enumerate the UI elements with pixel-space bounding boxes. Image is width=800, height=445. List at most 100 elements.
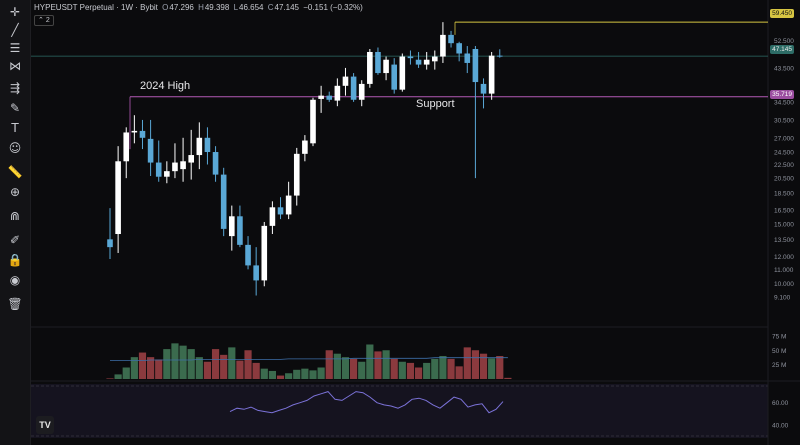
candle-body	[358, 83, 365, 100]
trend-line-icon[interactable]: ╱	[11, 23, 19, 37]
volume-bar	[203, 361, 212, 379]
interval-label[interactable]: 1W	[121, 3, 133, 12]
volume-bar	[325, 350, 333, 379]
rsi-tick-label: 40.00	[772, 422, 789, 429]
candle-body	[277, 207, 284, 215]
volume-tick-label: 25 M	[772, 362, 786, 369]
price-tick-label: 10.000	[774, 281, 794, 288]
volume-bar	[244, 350, 252, 379]
volume-bar	[374, 351, 382, 379]
volume-bar	[341, 357, 350, 379]
candle-body	[204, 137, 211, 153]
volume-bar	[447, 358, 455, 379]
open-value: 47.296	[169, 3, 194, 12]
fib-retracement-icon[interactable]: ☰	[9, 41, 21, 55]
price-tick-label: 20.500	[774, 176, 794, 183]
top-level-badge: 59.450	[770, 9, 794, 18]
volume-bar	[350, 358, 358, 379]
volume-bar	[236, 360, 244, 379]
price-tick-label: 16.500	[774, 207, 794, 214]
candle-body	[188, 155, 194, 163]
candle-body	[367, 51, 373, 84]
volume-bar	[301, 368, 309, 379]
tradingview-logo[interactable]: TV	[36, 416, 54, 434]
symbol-name[interactable]: HYPEUSDT Perpetual	[34, 3, 114, 12]
indicators-toggle[interactable]: ⌃ 2	[34, 15, 54, 26]
price-tick-label: 22.500	[774, 162, 794, 169]
volume-bar	[366, 344, 374, 379]
volume-bar	[147, 357, 155, 379]
volume-bar	[398, 361, 406, 379]
volume-bar	[285, 373, 293, 379]
symbol-legend[interactable]: HYPEUSDT Perpetual · 1W · Bybit O47.296 …	[34, 3, 363, 12]
candle-body	[155, 162, 162, 177]
candle-body	[115, 161, 121, 235]
candle-body	[334, 85, 341, 101]
volume-bar	[479, 353, 488, 379]
candle-body	[496, 55, 503, 57]
candle-body	[229, 216, 235, 237]
price-tick-label: 9.100	[774, 295, 791, 302]
eye-icon[interactable]: ◉	[9, 273, 21, 287]
candle-body	[139, 130, 146, 138]
volume-bar	[333, 353, 341, 379]
price-tick-label: 24.500	[774, 150, 794, 157]
candle-body	[123, 132, 130, 162]
volume-bar	[138, 352, 147, 379]
lock-drawings-icon[interactable]: ✐	[9, 233, 21, 247]
price-tick-label: 12.000	[774, 254, 794, 261]
annotation-2024-high[interactable]: 2024 High	[140, 80, 191, 92]
candle-body	[480, 83, 487, 94]
volume-bar	[228, 347, 236, 379]
price-tick-label: 15.000	[774, 221, 794, 228]
trash-icon[interactable]: 🗑	[7, 297, 23, 311]
low-value: 46.654	[239, 3, 264, 12]
candle-body	[456, 43, 462, 54]
candle-body	[407, 56, 414, 59]
pattern-icon[interactable]: ⋈	[9, 59, 21, 73]
rsi-tick-label: 60.00	[772, 400, 789, 407]
close-label: C	[267, 3, 274, 12]
candle-body	[432, 56, 438, 62]
candle-body	[253, 265, 259, 281]
volume-bar	[106, 378, 114, 379]
candle-body	[269, 207, 276, 226]
price-tick-label: 27.000	[774, 135, 794, 142]
ruler-icon[interactable]: 📏	[7, 165, 23, 179]
price-tick-label: 52.500	[774, 38, 794, 45]
volume-bar	[423, 362, 431, 379]
candle-body	[293, 153, 300, 196]
candle-body	[326, 95, 333, 100]
volume-bar	[414, 367, 423, 379]
candle-body	[164, 171, 170, 177]
price-tick-label: 30.500	[774, 117, 794, 124]
magnet-icon[interactable]: ⋒	[9, 209, 21, 223]
volume-bar	[488, 358, 496, 379]
volume-bar	[317, 367, 325, 379]
rsi-line	[229, 391, 504, 414]
candle-body	[423, 59, 430, 65]
volume-bar	[179, 345, 187, 379]
volume-bar	[252, 362, 260, 379]
forecast-icon[interactable]: ⇶	[9, 81, 21, 95]
emoji-icon[interactable]: ☺	[8, 141, 22, 155]
zoom-in-icon[interactable]: ⊕	[9, 185, 21, 199]
lock-icon[interactable]: 🔒	[7, 253, 23, 267]
crosshair-icon[interactable]: ✛	[9, 5, 21, 19]
candle-body	[448, 34, 454, 44]
support-level-badge: 35.719	[770, 90, 794, 99]
volume-bar	[187, 349, 195, 379]
candle-body	[464, 53, 471, 63]
exchange-label: Bybit	[140, 3, 158, 12]
brush-icon[interactable]: ✎	[9, 101, 21, 115]
candle-body	[237, 216, 243, 245]
candle-body	[342, 76, 349, 86]
candle-body	[245, 244, 251, 266]
volume-bar	[220, 354, 228, 379]
candle-body	[383, 59, 389, 74]
annotation-support[interactable]: Support	[416, 98, 455, 110]
indicator-count-value: 2	[45, 17, 50, 24]
price-tick-label: 43.500	[774, 65, 794, 72]
text-icon[interactable]: T	[11, 121, 19, 135]
